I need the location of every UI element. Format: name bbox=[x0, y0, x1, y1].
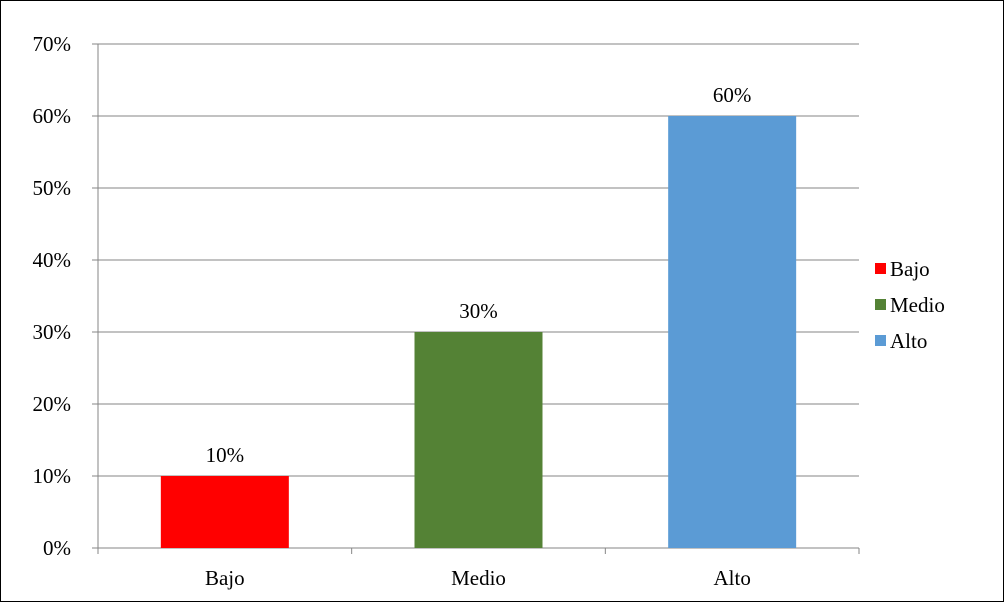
data-label-bajo: 10% bbox=[206, 443, 245, 467]
bar-medio bbox=[414, 332, 543, 548]
bar-alto bbox=[668, 116, 797, 548]
y-tick-label: 40% bbox=[33, 248, 72, 272]
legend-label-alto: Alto bbox=[890, 329, 927, 353]
x-category-label: Medio bbox=[451, 566, 506, 590]
bars bbox=[160, 116, 797, 548]
legend-swatch-medio bbox=[875, 299, 886, 310]
x-category-label: Bajo bbox=[205, 566, 245, 590]
legend-label-bajo: Bajo bbox=[890, 257, 930, 281]
y-tick-label: 10% bbox=[33, 464, 72, 488]
y-tick-label: 0% bbox=[43, 536, 71, 560]
y-tick-label: 20% bbox=[33, 392, 72, 416]
y-tick-label: 30% bbox=[33, 320, 72, 344]
x-category-label: Alto bbox=[713, 566, 750, 590]
y-tick-label: 70% bbox=[33, 32, 72, 56]
data-label-alto: 60% bbox=[713, 83, 752, 107]
legend-swatch-alto bbox=[875, 335, 886, 346]
legend-swatch-bajo bbox=[875, 263, 886, 274]
legend: Bajo Medio Alto bbox=[875, 257, 945, 353]
y-tick-label: 60% bbox=[33, 104, 72, 128]
y-tick-label: 50% bbox=[33, 176, 72, 200]
data-labels: 10% 30% 60% bbox=[206, 83, 752, 467]
legend-label-medio: Medio bbox=[890, 293, 945, 317]
bar-bajo bbox=[160, 476, 289, 548]
data-label-medio: 30% bbox=[459, 299, 498, 323]
y-axis-tick-labels: 0% 10% 20% 30% 40% 50% 60% 70% bbox=[33, 32, 72, 560]
x-axis-category-labels: Bajo Medio Alto bbox=[205, 566, 751, 590]
